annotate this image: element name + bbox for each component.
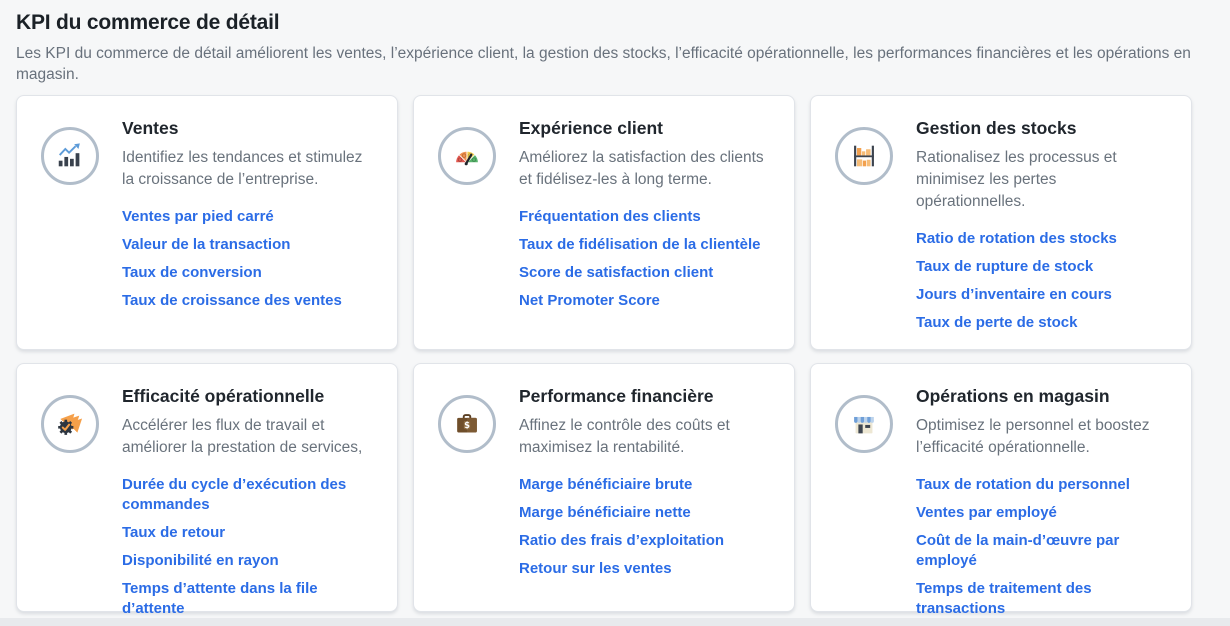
kpi-link[interactable]: Taux de rupture de stock: [916, 258, 1094, 275]
inventory-shelf-icon: [835, 127, 893, 185]
kpi-link[interactable]: Marge bénéficiaire brute: [519, 476, 693, 493]
kpi-card-operations-magasin: Opérations en magasin Optimisez le perso…: [810, 363, 1192, 617]
kpi-link[interactable]: Retour sur les ventes: [519, 560, 672, 577]
kpi-link[interactable]: Taux de rotation du personnel: [916, 476, 1130, 493]
kpi-link[interactable]: Marge bénéficiaire nette: [519, 504, 691, 521]
card-title: Opérations en magasin: [916, 386, 1110, 406]
kpi-link[interactable]: Taux de fidélisation de la clientèle: [519, 236, 761, 253]
kpi-link[interactable]: Taux de croissance des ventes: [122, 292, 342, 309]
card-title: Efficacité opérationnelle: [122, 386, 325, 406]
kpi-link[interactable]: Temps d’attente dans la file d’attente: [122, 580, 318, 617]
kpi-link-list: Taux de rotation du personnel Ventes par…: [916, 475, 1169, 619]
kpi-link[interactable]: Ratio de rotation des stocks: [916, 230, 1117, 247]
kpi-link[interactable]: Net Promoter Score: [519, 292, 660, 309]
kpi-link[interactable]: Ventes par pied carré: [122, 208, 274, 225]
kpi-card-gestion-stocks: Gestion des stocks Rationalisez les proc…: [810, 95, 1192, 350]
kpi-link-list: Ratio de rotation des stocks Taux de rup…: [916, 229, 1169, 333]
kpi-link-list: Ventes par pied carré Valeur de la trans…: [122, 207, 375, 311]
card-title: Performance financière: [519, 386, 714, 406]
card-title: Gestion des stocks: [916, 118, 1077, 138]
page-title: KPI du commerce de détail: [16, 11, 280, 34]
kpi-link[interactable]: Taux de retour: [122, 524, 226, 541]
kpi-link-list: Marge bénéficiaire brute Marge bénéficia…: [519, 475, 772, 579]
kpi-link[interactable]: Jours d’inventaire en cours: [916, 286, 1112, 303]
kpi-link[interactable]: Score de satisfaction client: [519, 264, 714, 281]
card-description: Accélérer les flux de travail et amélior…: [122, 417, 363, 456]
card-description: Affinez le contrôle des coûts et maximis…: [519, 417, 730, 456]
kpi-link[interactable]: Ventes par employé: [916, 504, 1057, 521]
kpi-card-efficacite-operationnelle: Efficacité opérationnelle Accélérer les …: [16, 363, 398, 617]
kpi-link[interactable]: Disponibilité en rayon: [122, 552, 279, 569]
kpi-link[interactable]: Taux de conversion: [122, 264, 262, 281]
gear-arrows-icon: [41, 395, 99, 453]
card-title: Expérience client: [519, 118, 663, 138]
sales-trend-icon: [41, 127, 99, 185]
storefront-icon: [835, 395, 893, 453]
kpi-link[interactable]: Taux de perte de stock: [916, 314, 1078, 331]
card-description: Identifiez les tendances et stimulez la …: [122, 149, 363, 188]
kpi-link-list: Durée du cycle d’exécution des commandes…: [122, 475, 375, 619]
kpi-link[interactable]: Coût de la main-d’œuvre par employé: [916, 532, 1120, 569]
briefcase-dollar-icon: $: [438, 395, 496, 453]
kpi-card-grid: Ventes Identifiez les tendances et stimu…: [16, 95, 1230, 617]
kpi-link[interactable]: Temps de traitement des transactions: [916, 580, 1092, 617]
svg-text:$: $: [464, 420, 470, 430]
kpi-link[interactable]: Durée du cycle d’exécution des commandes: [122, 476, 347, 513]
card-description: Rationalisez les processus et minimisez …: [916, 149, 1117, 210]
card-description: Améliorez la satisfaction des clients et…: [519, 149, 764, 188]
card-description: Optimisez le personnel et boostez l’effi…: [916, 417, 1150, 456]
kpi-link[interactable]: Valeur de la transaction: [122, 236, 291, 253]
kpi-link[interactable]: Ratio des frais d’exploitation: [519, 532, 725, 549]
kpi-card-performance-financiere: $ Performance financière Affinez le cont…: [413, 363, 795, 612]
page-header: KPI du commerce de détail Les KPI du com…: [0, 0, 1230, 85]
satisfaction-gauge-icon: [438, 127, 496, 185]
card-title: Ventes: [122, 118, 179, 138]
kpi-link[interactable]: Fréquentation des clients: [519, 208, 701, 225]
kpi-link-list: Fréquentation des clients Taux de fidéli…: [519, 207, 772, 311]
page-bottom-strip: [0, 618, 1230, 626]
page-subtitle: Les KPI du commerce de détail améliorent…: [16, 45, 1191, 83]
kpi-card-experience-client: Expérience client Améliorez la satisfact…: [413, 95, 795, 350]
kpi-card-ventes: Ventes Identifiez les tendances et stimu…: [16, 95, 398, 350]
